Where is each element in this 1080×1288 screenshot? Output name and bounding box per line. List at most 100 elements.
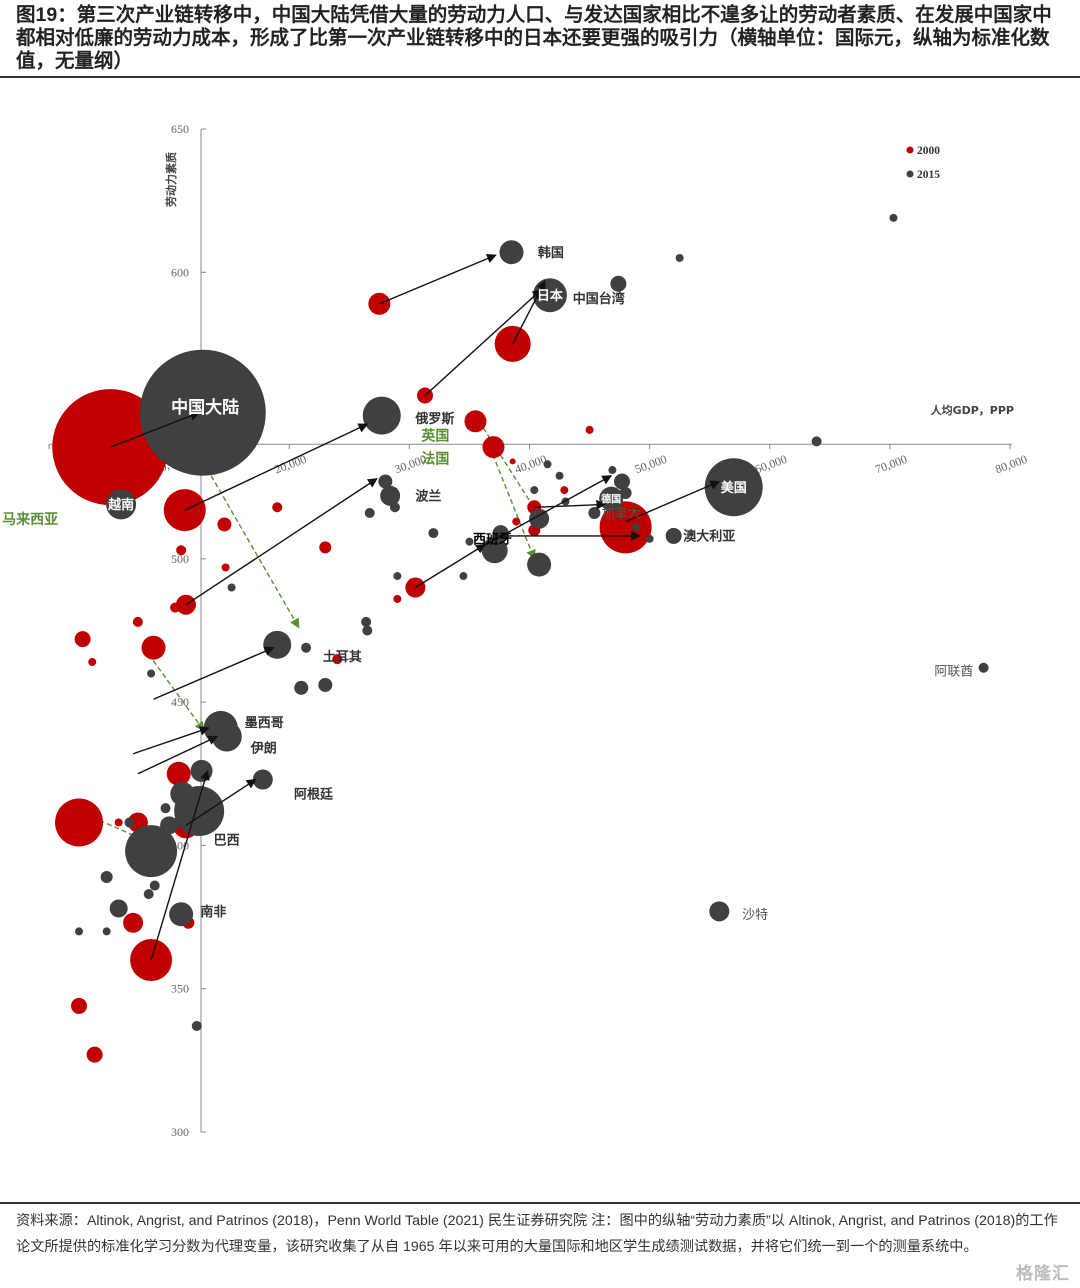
move-arrow [150, 769, 210, 961]
scatter-chart: 300350400450500550600650劳动力素质010,00020,0… [0, 122, 1029, 1139]
y-tick-label: 650 [171, 122, 189, 136]
point-2015 [645, 534, 654, 543]
y-tick-label: 450 [171, 695, 189, 709]
point-2015 [294, 680, 309, 695]
point-label: 墨西哥 [245, 715, 284, 731]
point-2015 [380, 485, 401, 506]
point-label: 加拿大 [602, 506, 641, 522]
point-2015 [102, 927, 111, 936]
dashed-arrow [210, 475, 300, 629]
point-2000 [464, 410, 487, 433]
point-2015 [389, 502, 400, 513]
point-2015 [301, 642, 312, 653]
legend-marker [906, 170, 914, 178]
point-2015 [613, 473, 630, 490]
point-label: 中国大陆 [171, 397, 239, 418]
move-arrow [415, 543, 486, 589]
x-tick-label: 40,000 [513, 452, 549, 476]
point-2015 [364, 508, 375, 519]
point-2015 [191, 1020, 202, 1031]
point-2000 [114, 818, 123, 827]
point-2015 [665, 527, 682, 544]
point-label: 法国 [421, 451, 449, 468]
point-2015 [263, 630, 292, 659]
point-label: 美国 [721, 480, 747, 496]
point-2000 [217, 517, 232, 532]
dashed-arrow [489, 446, 536, 560]
point-label: 阿联酋 [934, 663, 973, 679]
y-tick-label: 500 [171, 552, 189, 566]
point-label: 韩国 [538, 245, 564, 261]
point-2015 [252, 769, 273, 790]
point-2015 [492, 525, 509, 542]
y-axis-label: 劳动力素质 [164, 152, 178, 207]
point-2015 [149, 880, 160, 891]
point-2015 [318, 677, 333, 692]
point-2000 [86, 1046, 103, 1063]
legend-label: 2000 [917, 145, 940, 157]
footer-rule [0, 1202, 1080, 1204]
point-label: 越南 [107, 497, 134, 513]
figure-title: 图19：第三次产业链转移中，中国大陆凭借大量的劳动力人口、与发达国家相比不遑多让… [16, 4, 1052, 72]
point-2015 [378, 474, 393, 489]
point-label: 沙特 [742, 908, 768, 923]
point-2000 [71, 997, 88, 1014]
move-arrow [379, 253, 497, 305]
point-2015 [75, 927, 84, 936]
y-tick-label: 600 [171, 265, 189, 279]
point-label: 阿根廷 [294, 787, 334, 803]
x-tick-label: 80,000 [993, 452, 1029, 476]
point-2000 [221, 563, 230, 572]
point-label: 波兰 [415, 488, 441, 504]
point-2015 [362, 625, 373, 636]
dashed-arrow [143, 647, 205, 732]
point-label: 西班牙 [473, 531, 512, 547]
x-axis-label: 人均GDP，PPP [931, 403, 1014, 417]
point-2000 [88, 658, 97, 667]
legend-marker [906, 146, 914, 154]
point-2000 [512, 517, 521, 526]
point-label: 澳大利亚 [683, 529, 735, 545]
point-label: 土耳其 [323, 649, 362, 665]
point-2000 [332, 654, 343, 665]
point-2000 [176, 545, 187, 556]
point-label: 俄罗斯 [414, 411, 454, 427]
point-2000 [74, 631, 91, 648]
move-arrow [625, 480, 721, 523]
point-2015 [555, 471, 564, 480]
x-tick-label: 20,000 [272, 452, 308, 476]
point-2000 [166, 761, 191, 786]
move-arrow [185, 778, 257, 826]
point-2000 [393, 594, 402, 603]
point-2015 [465, 537, 474, 546]
move-arrow [475, 475, 613, 551]
point-2015 [675, 253, 684, 262]
move-arrow [185, 478, 378, 606]
point-label: 中国台湾 [573, 291, 625, 307]
point-2015 [978, 662, 989, 673]
point-2015 [889, 213, 898, 222]
point-2000 [482, 436, 505, 459]
legend: 2000 2015 [906, 145, 940, 181]
point-2015 [393, 572, 402, 581]
point-2000 [132, 616, 143, 627]
point-2015 [211, 721, 242, 752]
point-2015 [428, 528, 439, 539]
point-label: 英国 [420, 428, 449, 445]
point-2015 [362, 396, 401, 435]
point-2000 [319, 541, 332, 554]
point-2015 [170, 781, 195, 806]
point-2015 [227, 583, 236, 592]
point-2015 [530, 486, 539, 495]
point-2015 [527, 552, 552, 577]
point-2000 [141, 635, 166, 660]
watermark: 格隆汇 [1016, 1264, 1070, 1283]
point-2015 [124, 817, 135, 828]
x-tick-label: 50,000 [633, 452, 669, 476]
point-2015 [361, 616, 372, 627]
point-label: 巴西 [214, 833, 240, 848]
data-points [52, 213, 989, 1063]
move-arrow [153, 646, 275, 700]
move-arrow [184, 423, 369, 511]
